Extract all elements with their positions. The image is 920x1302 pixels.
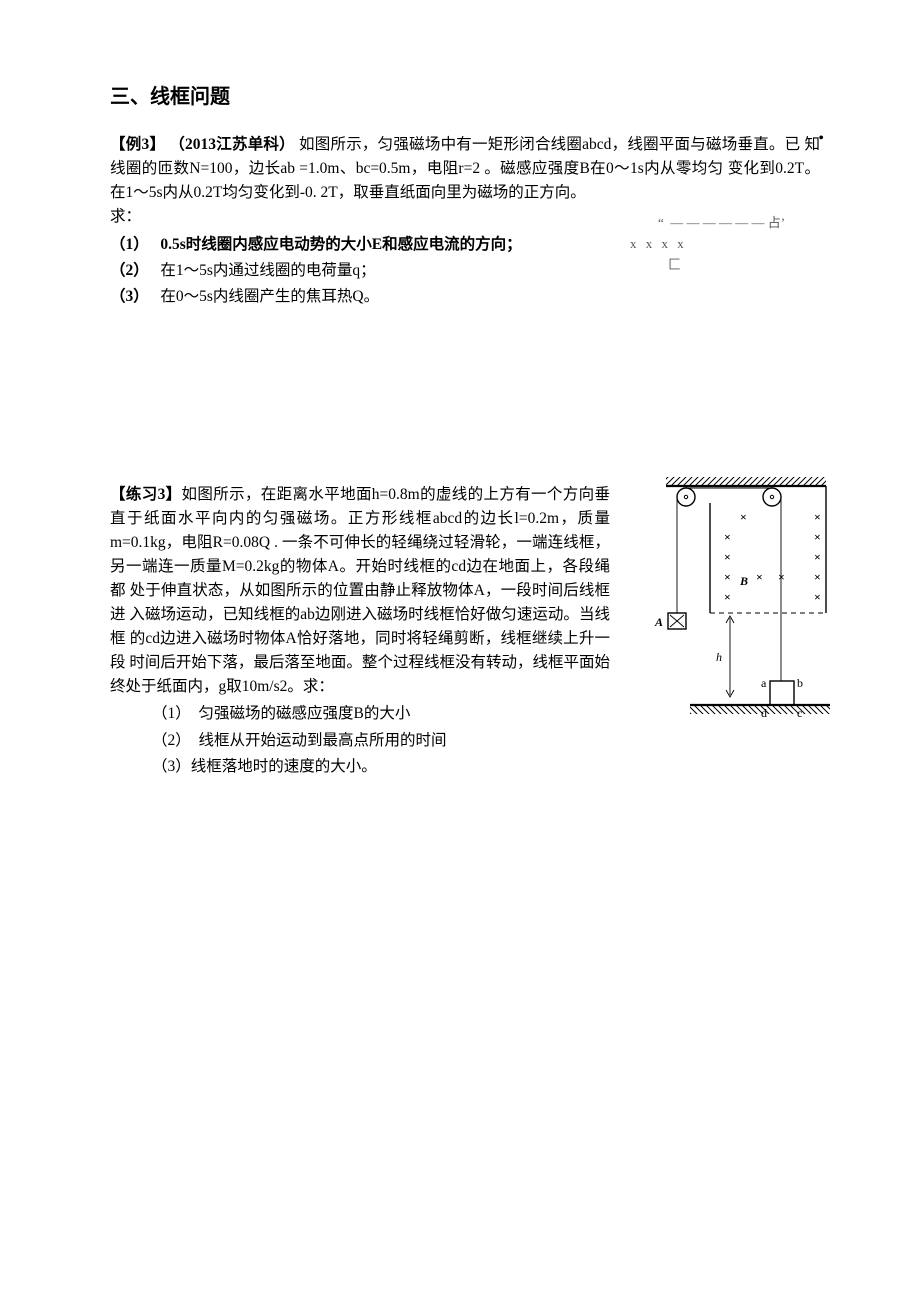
- x-mark-icon: ×: [724, 530, 731, 544]
- fig1-dot-icon: •: [818, 127, 824, 152]
- practice-3-label: 【练习3】: [110, 486, 182, 503]
- practice-3-body: 如图所示，在距离水平地面h=0.8m的虚线的上方有一个方向垂 直于纸面水平向内的…: [110, 486, 610, 695]
- x-mark-icon: ×: [740, 510, 747, 524]
- x-mark-icon: ×: [814, 590, 821, 604]
- p3-q3-num: （3）: [152, 758, 191, 775]
- q1-text: 0.5s时线圈内感应电动势的大小E和感应电流的方向；: [160, 236, 521, 253]
- figure-2-svg: × × × × × × × × × × × × B: [630, 473, 840, 733]
- example-3-q3: （3） 在0〜5s内线圈产生的焦耳热Q。: [110, 285, 820, 309]
- x-mark-icon: ×: [814, 510, 821, 524]
- label-block-a: A: [654, 615, 663, 629]
- field-x-marks: × × × × × × × × × × × ×: [724, 510, 821, 604]
- x-mark-icon: ×: [814, 530, 821, 544]
- pulley-right-axle-icon: [770, 495, 773, 498]
- ground-hatch-icon: [690, 705, 830, 714]
- fig1-line3: 匚: [630, 255, 830, 276]
- x-mark-icon: ×: [814, 550, 821, 564]
- x-mark-icon: ×: [814, 570, 821, 584]
- label-a: a: [761, 676, 767, 690]
- fig1-line1: “ — — — — — — 占’: [630, 213, 830, 234]
- label-b-field: B: [739, 574, 748, 588]
- document-page: 三、线框问题 • 【例3】 （2013江苏单科） 如图所示，匀强磁场中有一矩形闭…: [0, 0, 920, 840]
- pulley-left-icon: [677, 488, 695, 506]
- p3-q2-num: （2）: [152, 732, 191, 749]
- example-3-text: 【例3】 （2013江苏单科） 如图所示，匀强磁场中有一矩形闭合线圈abcd，线…: [110, 133, 820, 205]
- q3-num: （3）: [110, 288, 149, 305]
- practice-3-block: 【练习3】如图所示，在距离水平地面h=0.8m的虚线的上方有一个方向垂 直于纸面…: [110, 483, 820, 780]
- wire-frame: [770, 681, 794, 705]
- practice-3-q3: （3）线框落地时的速度的大小。: [152, 754, 820, 780]
- q1-num: （1）: [110, 236, 149, 253]
- x-mark-icon: ×: [724, 590, 731, 604]
- p3-q2-text: 线框从开始运动到最高点所用的时间: [199, 732, 447, 749]
- q2-num: （2）: [110, 262, 149, 279]
- p3-q1-num: （1）: [152, 705, 191, 722]
- example-3-figure: “ — — — — — — 占’ x x x x 匚: [630, 213, 830, 275]
- x-mark-icon: ×: [724, 550, 731, 564]
- practice-3-figure: × × × × × × × × × × × × B: [630, 473, 840, 738]
- ceiling-hatch-icon: [666, 477, 826, 486]
- p3-q1-text: 匀强磁场的磁感应强度B的大小: [199, 705, 411, 722]
- label-b: b: [797, 676, 803, 690]
- example-3-label: 【例3】: [110, 136, 165, 153]
- q2-text: 在1〜5s内通过线圈的电荷量q；: [160, 262, 375, 279]
- x-mark-icon: ×: [778, 570, 785, 584]
- example-3-block: • 【例3】 （2013江苏单科） 如图所示，匀强磁场中有一矩形闭合线圈abcd…: [110, 133, 820, 309]
- pulley-left-axle-icon: [684, 495, 687, 498]
- label-h: h: [716, 650, 722, 664]
- x-mark-icon: ×: [756, 570, 763, 584]
- example-3-source: （2013江苏单科）: [169, 136, 295, 153]
- p3-q3-text: 线框落地时的速度的大小。: [191, 758, 377, 775]
- section-title: 三、线框问题: [110, 80, 820, 109]
- fig1-line2: x x x x: [630, 234, 830, 255]
- q3-text: 在0〜5s内线圈产生的焦耳热Q。: [160, 288, 379, 305]
- x-mark-icon: ×: [724, 570, 731, 584]
- pulley-right-icon: [763, 488, 781, 506]
- spacer: [110, 313, 820, 483]
